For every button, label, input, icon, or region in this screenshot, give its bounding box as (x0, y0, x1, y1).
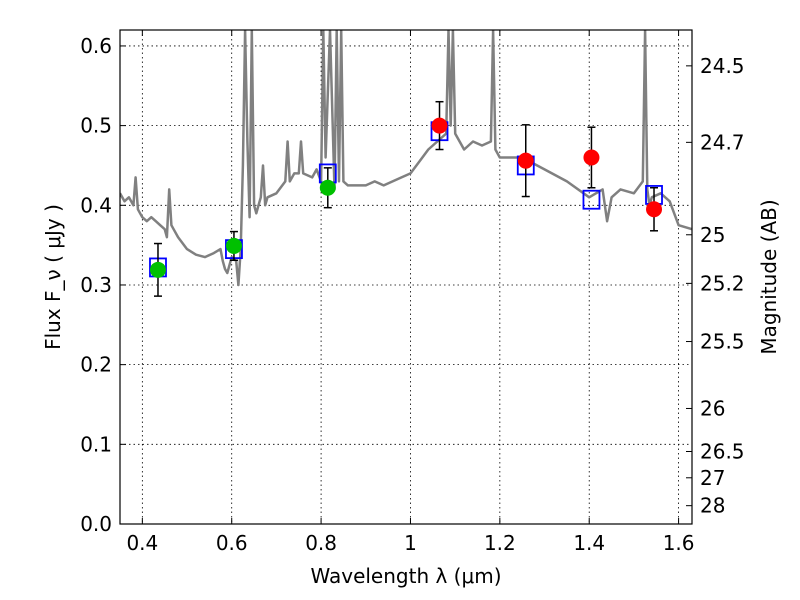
magnitude-tick-label: 25.2 (700, 271, 745, 295)
observed-nir-point (646, 201, 663, 218)
axis-layer: 0.4 0.6 0.8 1 1.2 1.4 1.6 0.0 0.1 0.2 0.3 0.4 0.5 0.6… (80, 30, 745, 555)
observed-optical-point (149, 261, 166, 278)
x-tick-label: 0.4 (126, 531, 158, 555)
x-tick-label: 1.4 (573, 531, 605, 555)
magnitude-tick-label: 24.5 (700, 54, 745, 78)
x-tick-label: 0.6 (216, 531, 248, 555)
x-tick-label: 1.2 (484, 531, 516, 555)
observed-optical-point (225, 237, 242, 254)
magnitude-tick-label: 28 (700, 494, 725, 518)
y-tick-label: 0.1 (80, 432, 112, 456)
y-axis-title: Flux F_ν ( μJy ) (41, 204, 65, 350)
observed-nir-point (431, 117, 448, 134)
observed-optical-point (319, 179, 336, 196)
magnitude-tick-label: 25.5 (700, 330, 745, 354)
y-tick-label: 0.2 (80, 353, 112, 377)
x-tick-label: 1 (404, 531, 417, 555)
model-photometry-point (582, 189, 601, 210)
observed-nir-point (583, 149, 600, 166)
y-tick-label: 0.6 (80, 34, 112, 58)
magnitude-tick-label: 26.5 (700, 439, 745, 463)
plot-area (120, 30, 692, 287)
magnitude-tick-label: 27 (700, 466, 725, 490)
y-tick-label: 0.3 (80, 273, 112, 297)
spectrum-line (120, 30, 692, 287)
y2-axis-title: Magnitude (AB) (757, 199, 781, 354)
y-tick-label: 0.5 (80, 114, 112, 138)
magnitude-tick-label: 24.7 (700, 130, 745, 154)
magnitude-tick-label: 26 (700, 396, 725, 420)
y-tick-label: 0.0 (80, 512, 112, 536)
plot-frame (119, 29, 693, 525)
marker-layer (149, 100, 663, 297)
grid-lines (120, 30, 692, 525)
magnitude-tick-label: 25 (700, 223, 725, 247)
x-tick-label: 0.8 (305, 531, 337, 555)
observed-nir-point (517, 152, 534, 169)
x-axis-title: Wavelength λ (μm) (310, 564, 501, 588)
x-tick-label: 1.6 (663, 531, 695, 555)
y-tick-label: 0.4 (80, 193, 112, 217)
